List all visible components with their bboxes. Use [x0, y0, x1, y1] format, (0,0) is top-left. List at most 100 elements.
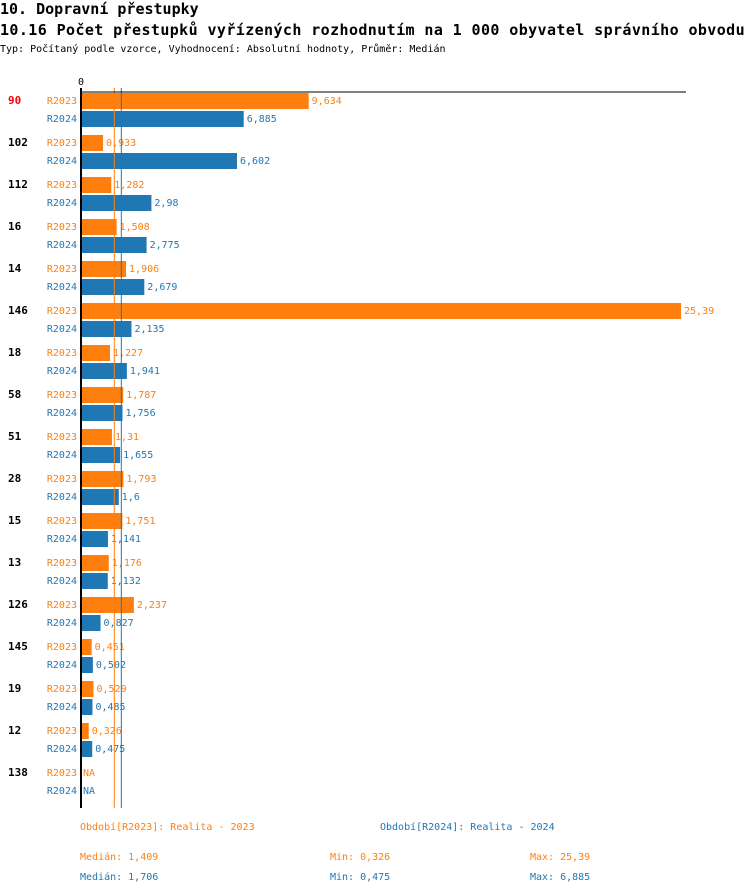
bar [81, 363, 127, 379]
value-label: 1,227 [113, 348, 143, 359]
legend-r2023: Období[R2023]: Realita - 2023 [80, 822, 255, 833]
chart-subtitle: Typ: Počítaný podle vzorce, Vyhodnocení:… [0, 44, 446, 55]
bar [81, 345, 110, 361]
median-r2023: Medián: 1,409 [80, 852, 159, 863]
value-label: 1,787 [126, 390, 156, 401]
value-label: 2,775 [150, 240, 180, 251]
bar [81, 657, 93, 673]
bar [81, 177, 112, 193]
series-label: R2024 [47, 114, 77, 125]
value-label: 1,31 [115, 432, 139, 443]
value-label: 2,237 [137, 600, 167, 611]
bar [81, 681, 94, 697]
category-label: 90 [8, 94, 21, 107]
series-label: R2024 [47, 156, 77, 167]
legend-r2024: Období[R2024]: Realita - 2024 [380, 822, 555, 833]
value-label: 0,451 [95, 642, 125, 653]
category-label: 58 [8, 388, 21, 401]
bar [81, 153, 238, 169]
value-label: 2,98 [154, 198, 178, 209]
category-label: 146 [8, 304, 28, 317]
value-label: 1,6 [122, 492, 140, 503]
value-label: 1,756 [125, 408, 155, 419]
value-label: 1,132 [111, 576, 141, 587]
value-label: 1,176 [112, 558, 142, 569]
value-label: 1,141 [111, 534, 141, 545]
bar [81, 513, 123, 529]
bar [81, 723, 89, 739]
series-label: R2024 [47, 576, 77, 587]
bar [81, 573, 108, 589]
section-title: 10. Dopravní přestupky [0, 0, 199, 18]
value-label: 2,679 [147, 282, 177, 293]
value-label: 1,655 [123, 450, 153, 461]
bar [81, 111, 244, 127]
value-label: 1,941 [130, 366, 160, 377]
series-label: R2024 [47, 534, 77, 545]
series-label: R2023 [47, 138, 77, 149]
series-label: R2024 [47, 702, 77, 713]
series-label: R2023 [47, 96, 77, 107]
bar [81, 321, 132, 337]
value-label: 1,508 [120, 222, 150, 233]
bar [81, 489, 119, 505]
value-label: 2,135 [134, 324, 164, 335]
bar [81, 639, 92, 655]
series-label: R2023 [47, 390, 77, 401]
category-label: 16 [8, 220, 22, 233]
bar [81, 447, 121, 463]
series-label: R2024 [47, 408, 77, 419]
bar [81, 219, 117, 235]
bar [81, 405, 123, 421]
series-label: R2024 [47, 366, 77, 377]
category-label: 12 [8, 724, 21, 737]
series-label: R2023 [47, 726, 77, 737]
value-label: 0,529 [97, 684, 127, 695]
value-label: 1,282 [114, 180, 144, 191]
value-label: 1,751 [125, 516, 155, 527]
bar [81, 93, 309, 109]
series-label: R2023 [47, 642, 77, 653]
value-label: 0,475 [95, 744, 125, 755]
category-label: 28 [8, 472, 21, 485]
value-label: 6,885 [247, 114, 277, 125]
value-label: 1,906 [129, 264, 159, 275]
series-label: R2023 [47, 684, 77, 695]
series-label: R2023 [47, 432, 77, 443]
series-label: R2023 [47, 180, 77, 191]
bar [81, 387, 124, 403]
bar [81, 261, 127, 277]
bar [81, 471, 124, 487]
series-label: R2023 [47, 264, 77, 275]
series-label: R2024 [47, 618, 77, 629]
series-label: R2024 [47, 450, 77, 461]
series-label: R2024 [47, 660, 77, 671]
bar [81, 597, 134, 613]
value-label: 1,793 [126, 474, 156, 485]
series-label: R2023 [47, 306, 77, 317]
value-label: 9,634 [312, 96, 342, 107]
series-label: R2024 [47, 744, 77, 755]
category-label: 138 [8, 766, 28, 779]
value-label: 6,602 [240, 156, 270, 167]
median-r2024: Medián: 1,706 [80, 872, 159, 883]
category-label: 51 [8, 430, 22, 443]
value-label: NA [83, 786, 95, 797]
category-label: 15 [8, 514, 21, 527]
bar [81, 303, 681, 319]
value-label: 0,485 [95, 702, 125, 713]
bar [81, 699, 93, 715]
series-label: R2024 [47, 198, 77, 209]
series-label: R2024 [47, 786, 77, 797]
max-r2024: Max: 6,885 [530, 872, 591, 883]
value-label: NA [83, 768, 95, 779]
bar [81, 741, 93, 757]
min-r2024: Min: 0,475 [330, 872, 391, 883]
series-label: R2023 [47, 348, 77, 359]
bar [81, 555, 109, 571]
category-label: 14 [8, 262, 22, 275]
bar [81, 195, 152, 211]
series-label: R2023 [47, 558, 77, 569]
series-label: R2023 [47, 516, 77, 527]
value-label: 0,827 [104, 618, 134, 629]
